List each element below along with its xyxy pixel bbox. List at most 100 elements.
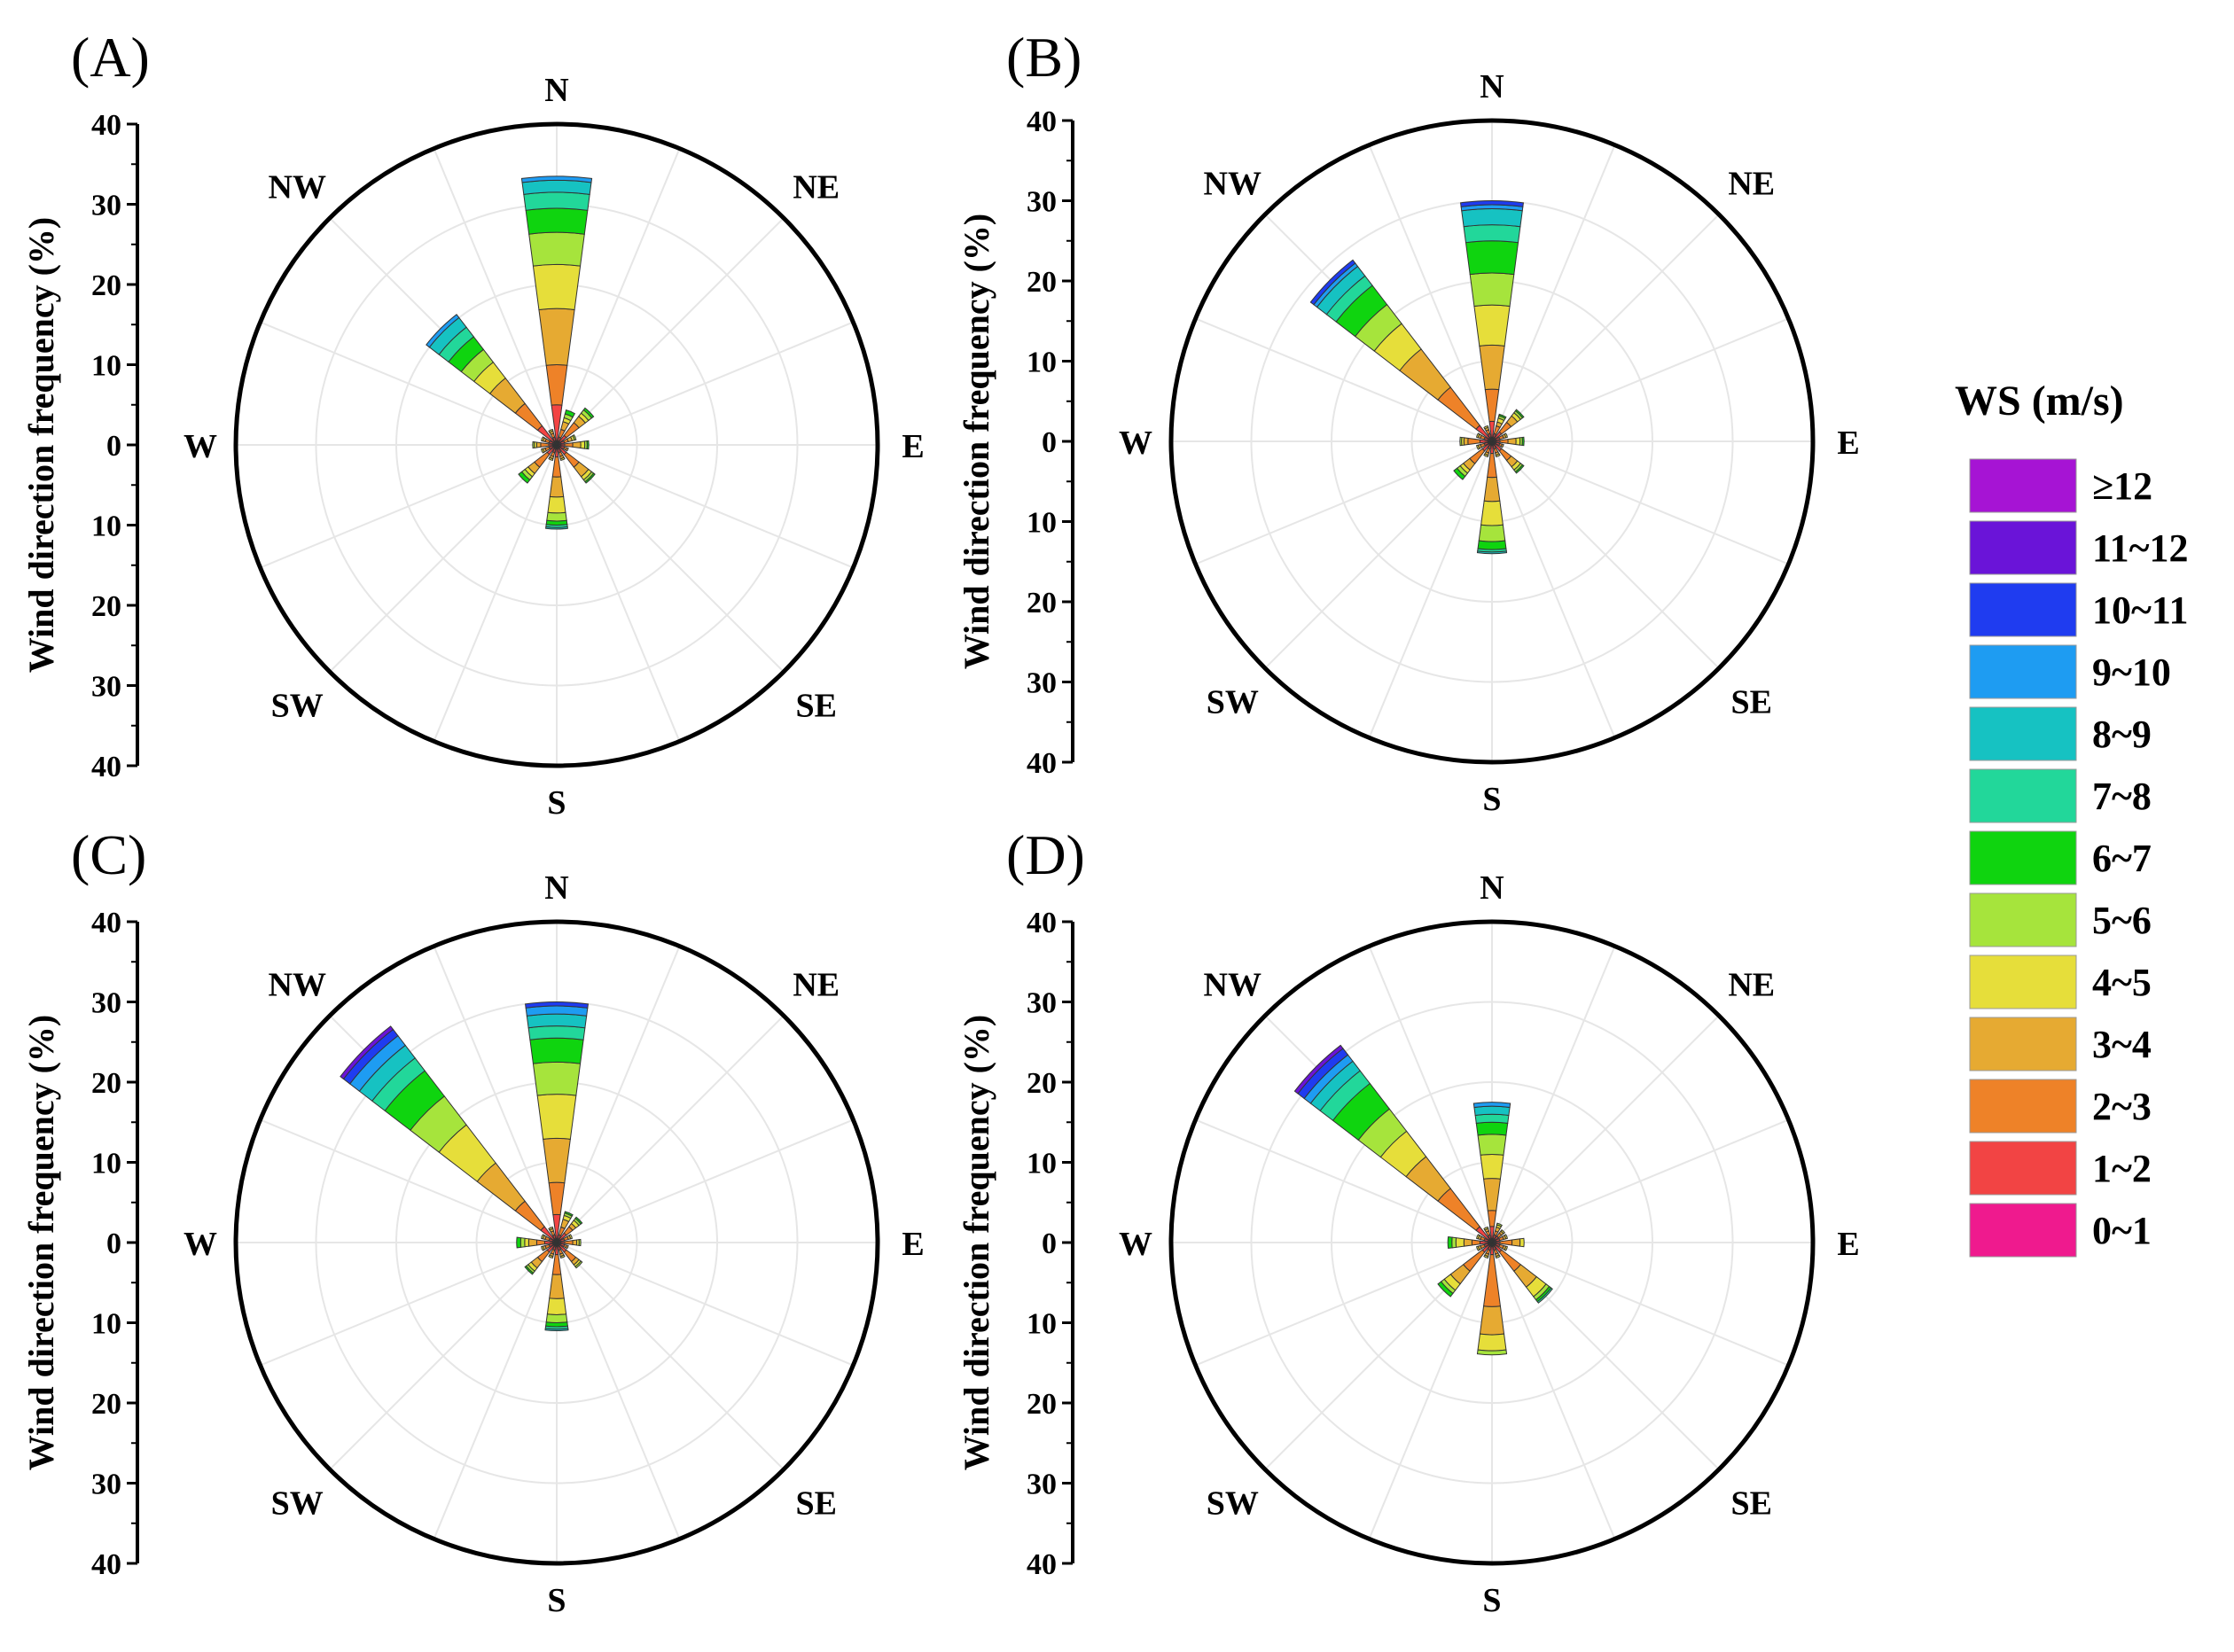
windrose-panel-3: N NE E SE S SW W NW 40 30 20 10 0 10 20 30 40 Wind direct… <box>21 869 925 1619</box>
windrose-segment <box>545 1313 568 1324</box>
windrose-segment <box>1499 439 1509 444</box>
windrose-segment <box>1309 259 1356 306</box>
windrose-segment <box>540 442 550 448</box>
legend-label: 8~9 <box>2092 713 2152 756</box>
y-tick-label: 40 <box>1027 907 1057 939</box>
windrose-segment <box>524 1265 535 1275</box>
windrose-segment <box>520 175 593 183</box>
y-axis-label: Wind direction frequency (%) <box>21 217 61 673</box>
legend-label: 2~3 <box>2092 1085 2152 1128</box>
windrose-segment <box>1477 540 1507 550</box>
y-tick-label: 20 <box>1027 1388 1057 1421</box>
y-tick-label: 0 <box>106 430 121 463</box>
windrose-segment <box>548 1226 554 1231</box>
windrose-segment <box>1463 437 1469 446</box>
legend-label: ≥12 <box>2092 464 2152 508</box>
y-tick-label: 20 <box>91 590 121 623</box>
windrose-segment <box>1500 1228 1506 1235</box>
windrose-segment <box>1519 1237 1525 1248</box>
windrose-segment <box>1495 453 1501 458</box>
windrose-segment <box>1482 1253 1502 1307</box>
y-tick-label: 30 <box>1027 667 1057 700</box>
windrose-segment <box>1498 413 1507 419</box>
grid-spoke <box>1368 440 1493 738</box>
grid-spoke <box>1491 440 1616 738</box>
grid-spoke <box>433 946 558 1243</box>
grid-spoke <box>1491 440 1720 669</box>
windrose-segment <box>546 1297 567 1315</box>
windrose-segment <box>548 1181 566 1216</box>
legend-label: 3~4 <box>2092 1023 2152 1066</box>
grid-spoke <box>260 321 558 446</box>
windrose-segment <box>547 495 566 514</box>
grid-spoke <box>260 1242 558 1367</box>
windrose-segment <box>540 1245 545 1251</box>
windrose-segment <box>532 440 535 449</box>
legend-swatch <box>1969 1017 2077 1071</box>
grid-spoke <box>556 217 785 446</box>
grid-spoke <box>556 1242 785 1470</box>
grid-spoke <box>433 1242 558 1539</box>
y-tick-label: 20 <box>91 1067 121 1100</box>
windrose-segment <box>1499 1239 1513 1246</box>
legend-swatch <box>1969 830 2077 885</box>
windrose-segment <box>1483 1254 1489 1259</box>
direction-label-n: N <box>544 869 568 907</box>
y-tick-label: 0 <box>106 1227 121 1260</box>
windrose-segment <box>532 263 582 311</box>
windrose-segment <box>529 1037 584 1064</box>
y-tick-label: 30 <box>91 1469 121 1501</box>
grid-spoke <box>556 1242 854 1367</box>
windrose-segment <box>1459 436 1463 447</box>
grid-spoke <box>556 148 681 446</box>
windrose-segment <box>1484 388 1500 423</box>
windrose-segment <box>559 1241 566 1244</box>
grid-spoke <box>1195 440 1493 565</box>
windrose-segment <box>1479 1305 1505 1336</box>
direction-label-n: N <box>544 72 568 109</box>
direction-label-w: W <box>184 1226 217 1263</box>
windrose-segment <box>1480 1153 1504 1180</box>
y-tick-label: 20 <box>91 1388 121 1421</box>
windrose-segment <box>564 409 576 418</box>
windrose-segment <box>1483 1226 1489 1231</box>
y-tick-label: 30 <box>1027 1469 1057 1501</box>
windrose-segment <box>1483 476 1501 503</box>
windrose-segment <box>559 443 566 447</box>
legend: ≥12 11~12 10~11 9~10 8~9 7~8 6~7 5~6 4~5 3~4 2~3 1~… <box>1969 458 2188 1258</box>
windrose-segment <box>1467 437 1481 446</box>
y-tick-label: 40 <box>91 907 121 939</box>
legend-label: 0~1 <box>2092 1209 2152 1252</box>
windrose-segment <box>1507 437 1517 446</box>
direction-label-sw: SW <box>271 688 324 725</box>
y-tick-label: 10 <box>91 510 121 543</box>
y-tick-label: 10 <box>91 350 121 383</box>
windrose-segment <box>565 447 569 452</box>
windrose-segment <box>540 1234 545 1240</box>
y-tick-label: 30 <box>91 190 121 222</box>
grid-spoke <box>1491 317 1789 442</box>
windrose-segment <box>1514 409 1525 419</box>
grid-spoke <box>1491 1118 1789 1243</box>
legend-label: 7~8 <box>2092 775 2152 818</box>
windrose-segment <box>1451 1236 1457 1249</box>
y-tick-label: 10 <box>91 1148 121 1181</box>
windrose-segment <box>1480 500 1504 526</box>
outer-circle <box>1168 118 1816 765</box>
windrose-segment <box>1469 272 1515 308</box>
grid-spoke <box>1264 440 1493 669</box>
direction-label-se: SE <box>796 688 837 725</box>
grid-spoke <box>1368 946 1493 1243</box>
windrose-segment <box>540 436 545 442</box>
grid-spoke <box>433 148 558 446</box>
windrose-segment <box>1473 1105 1511 1117</box>
windrose-segment <box>565 1244 569 1250</box>
windrose-segment <box>1521 436 1525 447</box>
windrose-segment <box>586 440 590 450</box>
windrose-segment <box>1465 240 1519 276</box>
windrose-segment <box>1455 1237 1465 1248</box>
windrose-segment <box>524 1237 530 1248</box>
direction-label-w: W <box>184 428 217 465</box>
windrose-segment <box>1496 1222 1503 1227</box>
windrose-segment <box>1504 1245 1509 1251</box>
